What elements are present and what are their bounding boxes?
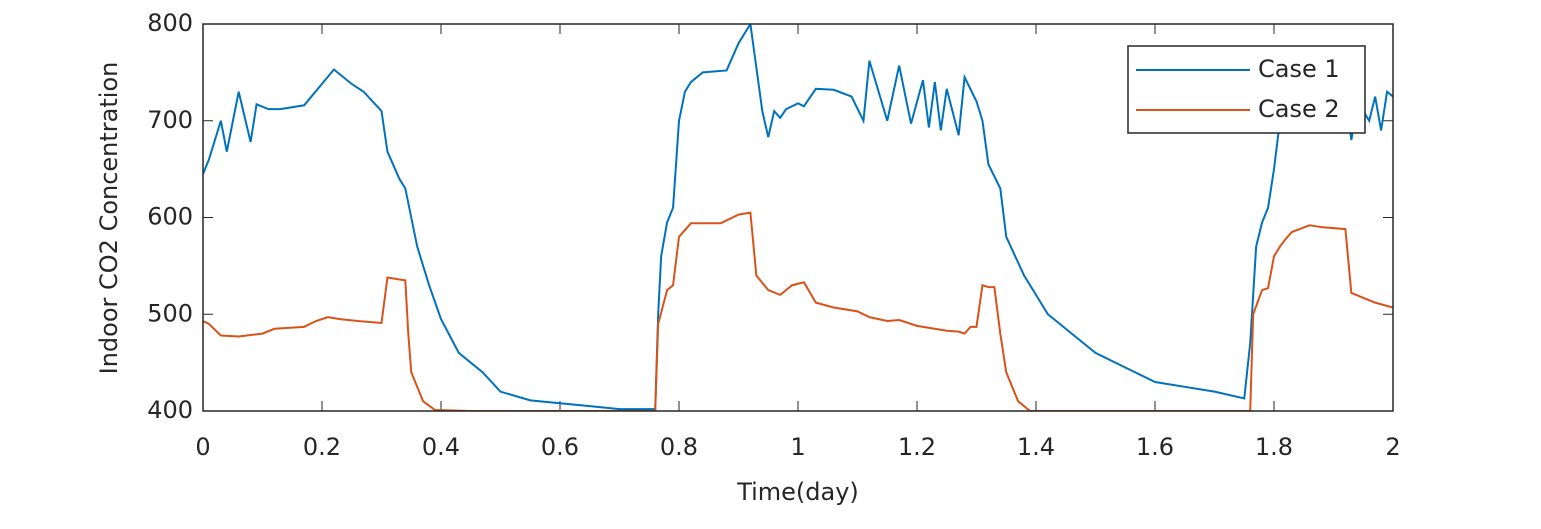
x-tick-label: 0.6 bbox=[541, 433, 579, 461]
x-tick-label: 0 bbox=[195, 433, 210, 461]
x-tick-label: 1.8 bbox=[1255, 433, 1293, 461]
data-line bbox=[203, 211, 1393, 411]
axes-box bbox=[202, 23, 1394, 412]
y-tick-label: 800 bbox=[147, 9, 193, 37]
y-axis-label: Indoor CO2 Concentration bbox=[95, 62, 123, 375]
x-tick-label: 1.6 bbox=[1136, 433, 1174, 461]
y-tick-label: 700 bbox=[147, 106, 193, 134]
y-tick-label: 500 bbox=[147, 299, 193, 327]
x-tick-label: 1.4 bbox=[1017, 433, 1055, 461]
legend-label: Case 2 bbox=[1258, 95, 1340, 123]
x-tick-label: 2 bbox=[1385, 433, 1400, 461]
x-tick-label: 1 bbox=[790, 433, 805, 461]
x-tick-label: 0.4 bbox=[422, 433, 460, 461]
legend-box bbox=[1127, 45, 1366, 134]
y-tick-label: 600 bbox=[147, 203, 193, 231]
x-tick-label: 0.2 bbox=[303, 433, 341, 461]
y-tick-label: 400 bbox=[147, 396, 193, 424]
data-line bbox=[203, 24, 1393, 411]
x-tick-label: 1.2 bbox=[898, 433, 936, 461]
x-axis-label: Time(day) bbox=[736, 478, 859, 506]
x-tick-label: 0.8 bbox=[660, 433, 698, 461]
legend-label: Case 1 bbox=[1258, 55, 1340, 83]
